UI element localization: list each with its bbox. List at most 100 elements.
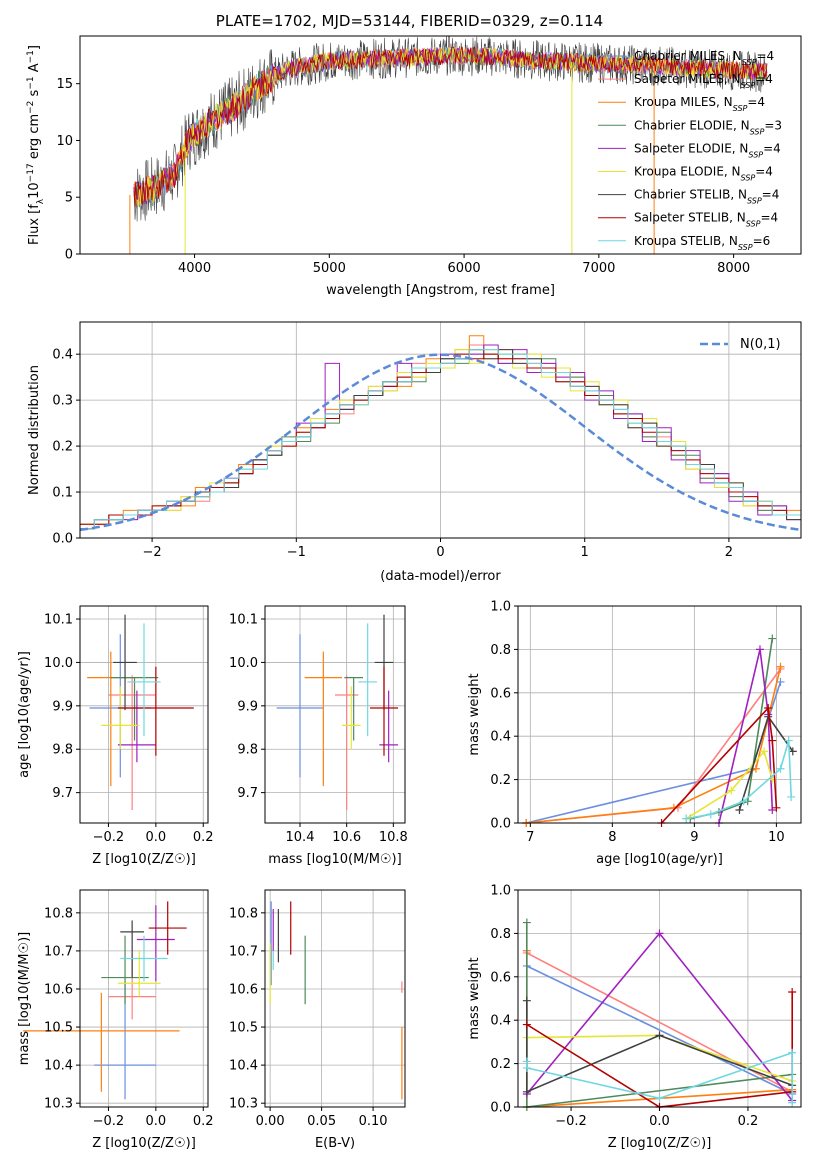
- age-Z-ytick-label: 10.0: [44, 656, 73, 671]
- spectrum-xtick-label: 8000: [717, 261, 750, 276]
- spectrum-legend-label: Salpeter STELIB, NSSP=4: [634, 211, 778, 229]
- age-mass-ytick-label: 10.1: [229, 613, 258, 628]
- mw-age-marker-3: [768, 634, 777, 643]
- residuals-xtick-label: −2: [143, 545, 162, 560]
- age-mass-xtick-label: 10.4: [286, 830, 315, 845]
- age-mass-xtick-label: 10.6: [332, 830, 361, 845]
- mw-Z-ylabel: mass weight: [467, 957, 482, 1039]
- mw-Z-ytick-label: 1.0: [490, 884, 511, 899]
- mw-Z-xtick-label: −0.2: [555, 1114, 587, 1129]
- spectrum-xtick-label: 5000: [313, 261, 346, 276]
- mass-Z-ytick-label: 10.3: [44, 1097, 73, 1112]
- mw-age-marker-8: [776, 764, 785, 773]
- mass-ebv-ytick-label: 10.6: [229, 982, 258, 997]
- mass-ebv-ytick-label: 10.3: [229, 1097, 258, 1112]
- spectrum-legend-label: Chabrier ELODIE, NSSP=3: [634, 118, 782, 136]
- residuals-ylabel: Normed distribution: [27, 365, 42, 495]
- age-mass-xlabel: mass [log10(M/M☉)]: [268, 852, 401, 867]
- mw-age-ytick-label: 0.8: [490, 643, 511, 658]
- mw-age-marker-8: [784, 736, 793, 745]
- age-Z-ytick-label: 9.9: [52, 699, 73, 714]
- residuals-ytick-label: 0.3: [52, 394, 73, 409]
- gaussian-legend-label: N(0,1): [740, 337, 781, 352]
- mw-Z-marker-6: [522, 996, 531, 1005]
- mass-Z-ytick-label: 10.6: [44, 982, 73, 997]
- age-mass-frame: [264, 605, 406, 824]
- age-Z-ytick-label: 10.1: [44, 613, 73, 628]
- mw-age-marker-4: [755, 645, 764, 654]
- spectrum-lines: [129, 36, 768, 254]
- mw-Z-series-7: [526, 992, 793, 1108]
- mw-Z-marker-6: [522, 1087, 531, 1096]
- mw-Z-series-0: [526, 965, 793, 1095]
- gaussian-curve: [79, 353, 802, 532]
- mw-age-ytick-label: 0.4: [490, 730, 511, 745]
- mass-ebv-xtick-label: 0.10: [359, 1114, 388, 1129]
- mw-Z-marker-6: [655, 1031, 664, 1040]
- spectrum-xtick-label: 6000: [448, 261, 481, 276]
- mw-Z-marker-7: [522, 1020, 531, 1029]
- age-Z-frame: [79, 605, 209, 824]
- mass-ebv-ytick-label: 10.7: [229, 944, 258, 959]
- mw-age-series-5: [685, 749, 774, 820]
- age-mass-ytick-label: 10.0: [229, 656, 258, 671]
- mw-age-ytick-label: 1.0: [490, 600, 511, 615]
- mass-Z-xtick-label: −0.2: [93, 1114, 125, 1129]
- mass-ebv-xtick-label: 0.00: [256, 1114, 285, 1129]
- mw-Z-marker-3: [522, 918, 531, 927]
- mw-Z-series-6: [526, 1000, 793, 1094]
- mw-age-marker-6: [735, 805, 744, 814]
- residuals-xtick-label: −1: [287, 545, 306, 560]
- spectrum-ytick-label: 5: [65, 191, 73, 206]
- mw-age-xtick-label: 8: [608, 830, 616, 845]
- age-mass-ytick-label: 9.7: [237, 786, 258, 801]
- mw-age-xtick-label: 10: [768, 830, 785, 845]
- mw-age-xtick-label: 9: [690, 830, 698, 845]
- mass-Z-ylabel: mass [log10(M/M☉)]: [17, 932, 32, 1065]
- spectrum-legend-label: Salpeter ELODIE, NSSP=4: [634, 141, 781, 159]
- age-mass-xtick-label: 10.8: [379, 830, 408, 845]
- spectrum-legend-label: Kroupa MILES, NSSP=4: [634, 95, 765, 113]
- mw-age-marker-7: [764, 703, 773, 712]
- mass-Z-ytick-label: 10.4: [44, 1059, 73, 1074]
- mass-Z-ytick-label: 10.8: [44, 906, 73, 921]
- mw-age-marker-5: [760, 747, 769, 756]
- residuals-ytick-label: 0.1: [52, 486, 73, 501]
- mw-Z-marker-4: [655, 929, 664, 938]
- mw-Z-ytick-label: 0.8: [490, 927, 511, 942]
- age-mass-ytick-label: 9.9: [237, 699, 258, 714]
- mw-age-xlabel: age [log10(age/yr)]: [596, 852, 723, 867]
- residuals-xtick-label: 2: [725, 545, 733, 560]
- mass-ebv-ytick-label: 10.5: [229, 1021, 258, 1036]
- mass-Z-xtick-label: 0.2: [193, 1114, 214, 1129]
- mw-Z-ytick-label: 0.6: [490, 970, 511, 985]
- spectrum-ytick-label: 15: [56, 77, 73, 92]
- mw-age-marker-8: [706, 810, 715, 819]
- spectrum-xtick-label: 7000: [582, 261, 615, 276]
- residuals-xlabel: (data-model)/error: [380, 569, 501, 584]
- mw-Z-marker-8: [788, 1048, 797, 1057]
- spectrum-ytick-label: 0: [65, 248, 73, 263]
- mw-age-ytick-label: 0.2: [490, 773, 511, 788]
- mw-age-marker-8: [682, 814, 691, 823]
- age-Z-ylabel: age [log10(age/yr)]: [17, 651, 32, 778]
- mw-Z-xtick-label: 0.0: [649, 1114, 670, 1129]
- mass-Z-ytick-label: 10.5: [44, 1021, 73, 1036]
- residuals-xtick-label: 0: [436, 545, 444, 560]
- age-mass-ytick-label: 9.8: [237, 743, 258, 758]
- mw-age-marker-7: [768, 736, 777, 745]
- mw-Z-marker-7: [788, 987, 797, 996]
- mass-ebv-ytick-label: 10.4: [229, 1059, 258, 1074]
- spectrum-legend-label: Salpeter MILES, NSSP=4: [634, 72, 773, 90]
- spectrum-xlabel: wavelength [Angstrom, rest frame]: [326, 283, 555, 298]
- mw-age-marker-7: [772, 803, 781, 812]
- mw-Z-xlabel: Z [log10(Z/Z☉)]: [608, 1136, 712, 1151]
- mass-ebv-xlabel: E(B-V): [315, 1136, 355, 1151]
- residuals-ytick-label: 0.0: [52, 532, 73, 547]
- mass-Z-ytick-label: 10.7: [44, 944, 73, 959]
- mw-age-series-8: [686, 740, 792, 820]
- mw-age-marker-5: [727, 786, 736, 795]
- spectrum-legend-label: Chabrier MILES, NSSP=4: [634, 49, 774, 67]
- mass-Z-frame: [79, 889, 209, 1108]
